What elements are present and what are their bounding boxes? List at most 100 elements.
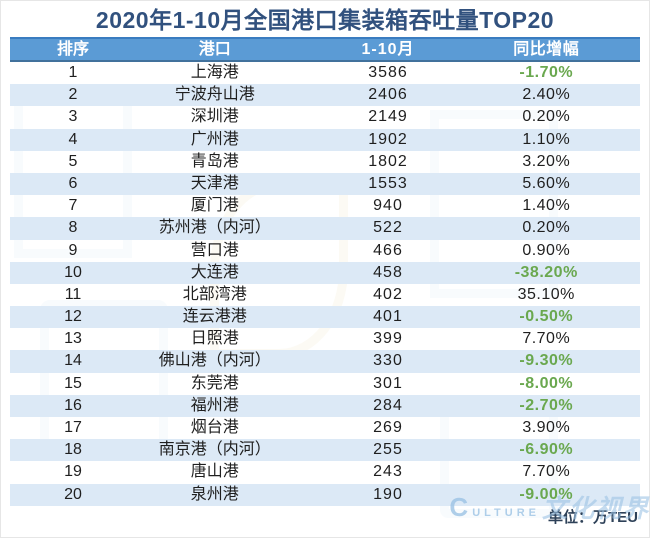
- growth-cell: 7.70%: [522, 463, 571, 481]
- rank-cell: 20: [64, 485, 82, 503]
- table-row: 2 宁波舟山港 2406 2.40%: [10, 84, 640, 107]
- growth-cell: 1.40%: [522, 197, 571, 215]
- rank-cell: 6: [68, 174, 78, 192]
- growth-cell: -1.70%: [519, 64, 574, 81]
- table-row: 4 广州港 1902 1.10%: [10, 128, 640, 151]
- growth-cell: 3.20%: [522, 152, 571, 170]
- value-cell: 190: [373, 485, 403, 503]
- table-header: 排序 港口 1-10月 同比增幅: [10, 37, 640, 62]
- value-cell: 399: [373, 330, 403, 348]
- port-cell: 北部湾港: [182, 285, 247, 303]
- column-header-growth: 同比增幅: [513, 41, 580, 58]
- port-cell: 福州港: [190, 396, 239, 414]
- rank-cell: 15: [64, 374, 82, 392]
- growth-cell: 7.70%: [522, 330, 571, 348]
- table-row: 18 南京港（内河） 255 -6.90%: [10, 439, 640, 462]
- table-row: 5 青岛港 1802 3.20%: [10, 151, 640, 173]
- unit-label: 单位：万TEU: [547, 509, 638, 526]
- value-cell: 330: [373, 352, 403, 370]
- table-row: 17 烟台港 269 3.90%: [10, 417, 640, 439]
- port-cell: 唐山港: [190, 463, 239, 481]
- rank-cell: 18: [64, 441, 82, 459]
- rank-cell: 19: [64, 463, 82, 481]
- rank-cell: 1: [68, 64, 78, 81]
- growth-cell: 2.40%: [522, 86, 571, 104]
- rank-cell: 3: [68, 108, 78, 126]
- rank-cell: 2: [68, 86, 78, 104]
- table-row: 1 上海港 3586 -1.70%: [10, 62, 640, 84]
- table-body: 1 上海港 3586 -1.70% 2 宁波舟山港 2406 2.40% 3 深…: [10, 62, 640, 506]
- ports-table: 排序 港口 1-10月 同比增幅 1 上海港 3586 -1.70% 2 宁波舟…: [10, 37, 640, 506]
- growth-cell: 35.10%: [517, 285, 575, 303]
- table-row: 14 佛山港（内河） 330 -9.30%: [10, 350, 640, 373]
- column-header-rank: 排序: [56, 41, 89, 58]
- value-cell: 940: [373, 197, 403, 215]
- growth-cell: -38.20%: [514, 263, 578, 281]
- port-cell: 上海港: [190, 64, 239, 81]
- table-row: 16 福州港 284 -2.70%: [10, 394, 640, 417]
- value-cell: 1902: [368, 130, 408, 148]
- rank-cell: 8: [68, 219, 78, 237]
- table-row: 11 北部湾港 402 35.10%: [10, 284, 640, 306]
- table-row: 9 营口港 466 0.90%: [10, 240, 640, 262]
- rank-cell: 17: [64, 419, 82, 436]
- value-cell: 1802: [368, 152, 408, 170]
- table-row: 12 连云港港 401 -0.50%: [10, 306, 640, 329]
- value-cell: 243: [373, 463, 403, 481]
- growth-cell: 0.20%: [522, 108, 571, 126]
- rank-cell: 9: [68, 241, 78, 259]
- page-title: 2020年1-10月全国港口集装箱吞吐量TOP20: [95, 7, 555, 33]
- value-cell: 2406: [368, 86, 408, 104]
- port-cell: 东莞港: [190, 374, 239, 392]
- value-cell: 284: [373, 396, 403, 414]
- rank-cell: 5: [68, 152, 78, 170]
- rank-cell: 16: [64, 396, 82, 414]
- port-cell: 烟台港: [190, 419, 239, 436]
- port-cell: 厦门港: [190, 197, 239, 215]
- column-header-volume: 1-10月: [361, 41, 415, 58]
- growth-cell: -2.70%: [519, 396, 574, 414]
- rank-cell: 13: [64, 330, 82, 348]
- port-cell: 泉州港: [190, 485, 239, 503]
- growth-cell: 0.90%: [522, 241, 571, 259]
- value-cell: 301: [373, 374, 403, 392]
- table-row: 3 深圳港 2149 0.20%: [10, 106, 640, 128]
- rank-cell: 4: [68, 130, 78, 148]
- value-cell: 3586: [368, 64, 408, 81]
- port-cell: 南京港（内河）: [158, 441, 271, 459]
- value-cell: 2149: [368, 108, 408, 126]
- growth-cell: -0.50%: [519, 308, 574, 326]
- value-cell: 1553: [368, 174, 408, 192]
- rank-cell: 11: [64, 285, 82, 303]
- table-row: 19 唐山港 243 7.70%: [10, 461, 640, 483]
- table-row: 20 泉州港 190 -9.00%: [10, 483, 640, 506]
- table-row: 10 大连港 458 -38.20%: [10, 261, 640, 284]
- value-cell: 522: [373, 219, 403, 237]
- growth-cell: 5.60%: [522, 174, 571, 192]
- growth-cell: -9.00%: [519, 485, 574, 503]
- value-cell: 269: [373, 419, 403, 436]
- port-cell: 深圳港: [190, 108, 239, 126]
- table-row: 6 天津港 1553 5.60%: [10, 172, 640, 196]
- table-row: 8 苏州港（内河） 522 0.20%: [10, 217, 640, 240]
- growth-cell: 0.20%: [522, 219, 571, 237]
- port-cell: 广州港: [190, 130, 239, 148]
- port-cell: 日照港: [190, 330, 239, 348]
- rank-cell: 12: [64, 308, 82, 326]
- growth-cell: 1.10%: [522, 130, 571, 148]
- value-cell: 402: [373, 285, 403, 303]
- value-cell: 255: [373, 441, 403, 459]
- port-cell: 苏州港（内河）: [158, 219, 271, 237]
- port-cell: 营口港: [190, 241, 239, 259]
- value-cell: 458: [373, 263, 403, 281]
- table-row: 7 厦门港 940 1.40%: [10, 195, 640, 217]
- port-cell: 天津港: [190, 174, 239, 192]
- growth-cell: -8.00%: [519, 374, 574, 392]
- growth-cell: -6.90%: [519, 441, 574, 459]
- port-cell: 佛山港（内河）: [158, 352, 271, 370]
- column-header-port: 港口: [198, 41, 231, 58]
- rank-cell: 7: [68, 197, 78, 215]
- port-cell: 连云港港: [182, 308, 247, 326]
- growth-cell: -9.30%: [519, 352, 574, 370]
